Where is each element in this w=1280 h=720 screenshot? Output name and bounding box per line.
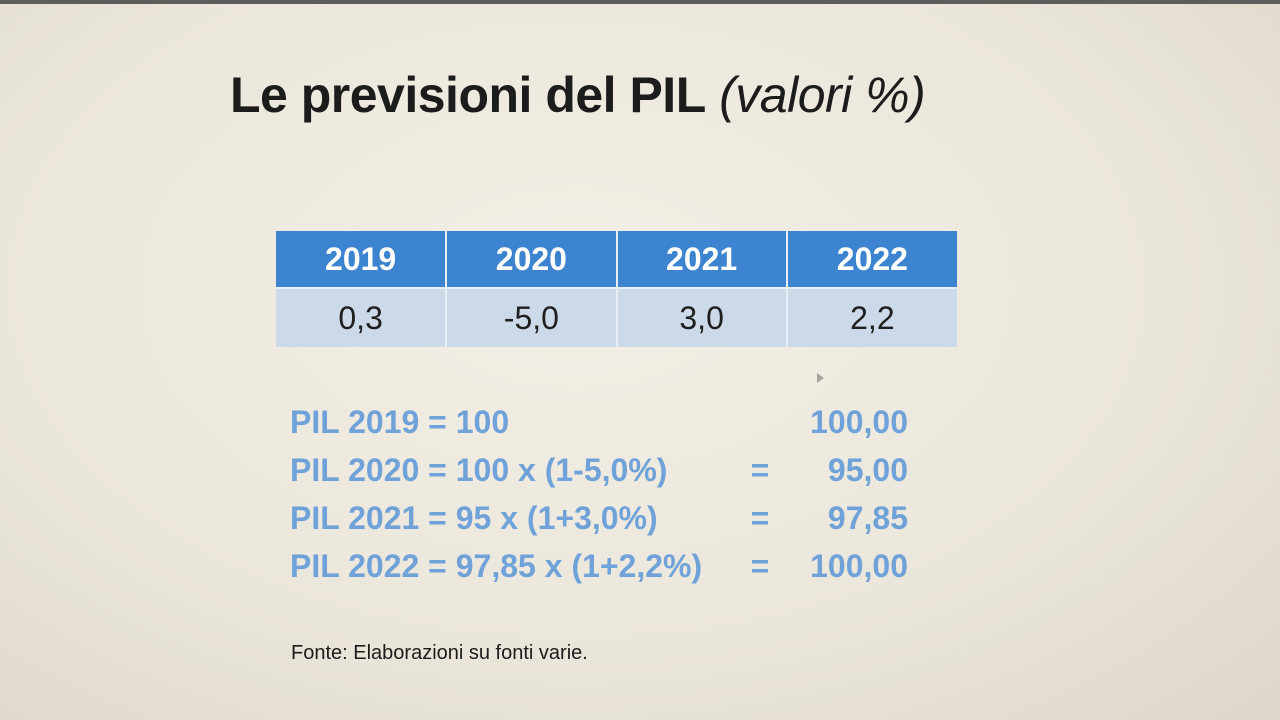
- calculation-equals: =: [750, 500, 770, 536]
- gdp-forecast-table: 2019 2020 2021 2022 0,3 -5,0 3,0 2,2: [276, 231, 957, 347]
- calculation-result: 95,00: [827, 452, 908, 488]
- year-header-2019: 2019: [276, 231, 448, 288]
- calculation-formula: PIL 2020 = 100 x (1-5,0%): [290, 452, 668, 488]
- calculation-equals: =: [750, 548, 770, 584]
- year-header-2020: 2020: [446, 231, 618, 288]
- calculation-equals: =: [750, 452, 770, 488]
- calculation-formula: PIL 2019 = 100: [290, 404, 510, 440]
- calculation-result: 100,00: [810, 548, 908, 584]
- value-cell-2021: 3,0: [616, 287, 788, 347]
- slide-title-subtitle: (valori %): [719, 67, 926, 123]
- year-header-2022: 2022: [786, 231, 957, 288]
- slide-title-main: Le previsioni del PIL: [230, 67, 706, 123]
- calculation-result: 100,00: [810, 404, 908, 440]
- screen-top-edge: [0, 0, 1280, 4]
- calculation-formula: PIL 2022 = 97,85 x (1+2,2%): [290, 548, 703, 584]
- value-cell-2019: 0,3: [276, 287, 448, 347]
- table-row: 0,3 -5,0 3,0 2,2: [276, 287, 957, 347]
- year-header-2021: 2021: [616, 231, 788, 288]
- value-cell-2022: 2,2: [786, 287, 957, 347]
- mouse-pointer-icon: [817, 373, 824, 383]
- slide-title: Le previsioni del PIL (valori %): [230, 66, 926, 124]
- table-header-row: 2019 2020 2021 2022: [276, 231, 957, 288]
- value-cell-2020: -5,0: [446, 287, 618, 347]
- calculation-formula: PIL 2021 = 95 x (1+3,0%): [290, 500, 658, 536]
- source-note: Fonte: Elaborazioni su fonti varie.: [291, 642, 588, 664]
- calculation-result: 97,85: [827, 500, 908, 536]
